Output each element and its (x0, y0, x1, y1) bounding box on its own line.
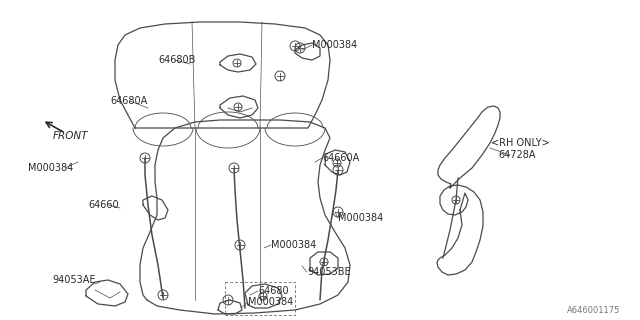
Text: 64680: 64680 (258, 286, 289, 296)
Text: M000384: M000384 (271, 240, 316, 250)
Text: M000384: M000384 (312, 40, 357, 50)
Text: 64680B: 64680B (158, 55, 195, 65)
Text: 64660: 64660 (88, 200, 118, 210)
Text: FRONT: FRONT (53, 131, 88, 141)
Text: 64680A: 64680A (110, 96, 147, 106)
Text: <RH ONLY>: <RH ONLY> (491, 138, 550, 148)
Text: 64728A: 64728A (498, 150, 536, 160)
Text: 64660A: 64660A (322, 153, 359, 163)
Text: 94053AE: 94053AE (52, 275, 95, 285)
Text: 94053BE: 94053BE (307, 267, 351, 277)
Text: M000384: M000384 (248, 297, 293, 307)
Text: M000384: M000384 (28, 163, 73, 173)
Text: M000384: M000384 (338, 213, 383, 223)
Text: A646001175: A646001175 (566, 306, 620, 315)
